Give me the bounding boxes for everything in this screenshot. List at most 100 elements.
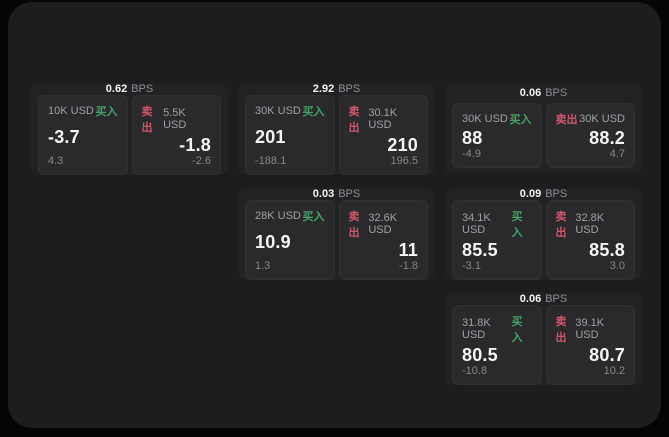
- sell-delta: -2.6: [192, 155, 211, 167]
- buy-amount: 28K USD: [255, 210, 301, 222]
- bps-suffix-label: BPS: [545, 87, 568, 99]
- buy-tile[interactable]: 31.8K USD 买入 80.5 -10.8: [452, 305, 542, 385]
- sell-tile-top: 卖出 39.1K USD: [556, 313, 626, 345]
- sell-amount: 32.8K USD: [575, 212, 605, 236]
- bps-suffix-label: BPS: [545, 293, 568, 305]
- buy-tile-top: 10K USD 买入: [48, 103, 118, 119]
- quote-tiles: 30K USD 买入 201 -188.1 卖出 30.1K USD 210 1…: [245, 95, 428, 175]
- quote-card: 0.09 BPS 34.1K USD 买入 85.5 -3.1 卖出 32.8K…: [445, 188, 642, 280]
- sell-amount: 30K USD: [579, 113, 625, 125]
- buy-price: 85.5: [462, 240, 498, 260]
- sell-delta: 196.5: [390, 155, 418, 167]
- buy-price: -3.7: [48, 127, 80, 147]
- quote-card: 0.06 BPS 30K USD 买入 88 -4.9 卖出 30K USD 8…: [445, 83, 642, 175]
- buy-side-label: 买入: [509, 114, 532, 126]
- sell-tile[interactable]: 卖出 32.8K USD 85.8 3.0: [545, 200, 635, 280]
- buy-delta: -188.1: [255, 155, 287, 167]
- sell-tile[interactable]: 卖出 5.5K USD -1.8 -2.6: [131, 95, 221, 175]
- card-header: 0.06 BPS: [452, 83, 635, 103]
- buy-tile[interactable]: 10K USD 买入 -3.7 4.3: [38, 95, 128, 175]
- buy-side-label: 买入: [511, 211, 523, 239]
- bps-value: 0.03: [312, 188, 335, 200]
- buy-tile-top: 30K USD 买入: [462, 111, 532, 127]
- buy-side-label: 买入: [302, 106, 325, 118]
- bps-value: 2.92: [312, 83, 335, 95]
- sell-side-label: 卖出: [555, 114, 578, 126]
- sell-delta: 4.7: [609, 148, 625, 160]
- sell-side-label: 卖出: [141, 106, 153, 134]
- sell-delta: 3.0: [609, 260, 625, 272]
- buy-tile[interactable]: 28K USD 买入 10.9 1.3: [245, 200, 335, 280]
- bps-value: 0.06: [519, 87, 542, 99]
- buy-delta: -3.1: [462, 260, 481, 272]
- buy-delta: -10.8: [462, 365, 488, 377]
- sell-amount: 5.5K USD: [163, 107, 187, 131]
- sell-tile-top: 卖出 32.8K USD: [556, 208, 626, 240]
- buy-amount: 30K USD: [462, 113, 508, 125]
- quote-tiles: 34.1K USD 买入 85.5 -3.1 卖出 32.8K USD 85.8…: [452, 200, 635, 280]
- sell-price: 85.8: [589, 240, 625, 260]
- bps-value: 0.06: [519, 293, 542, 305]
- buy-delta: 4.3: [48, 155, 64, 167]
- buy-tile-top: 34.1K USD 买入: [462, 208, 532, 240]
- buy-tile-top: 28K USD 买入: [255, 208, 325, 224]
- card-header: 0.62 BPS: [38, 83, 221, 95]
- quote-card: 0.03 BPS 28K USD 买入 10.9 1.3 卖出 32.6K US…: [238, 188, 435, 280]
- bps-suffix-label: BPS: [545, 188, 568, 200]
- bps-suffix-label: BPS: [131, 83, 154, 95]
- quote-tiles: 31.8K USD 买入 80.5 -10.8 卖出 39.1K USD 80.…: [452, 305, 635, 385]
- quote-tiles: 28K USD 买入 10.9 1.3 卖出 32.6K USD 11 -1.8: [245, 200, 428, 280]
- card-header: 0.09 BPS: [452, 188, 635, 200]
- sell-side-label: 卖出: [555, 211, 567, 239]
- sell-amount: 39.1K USD: [575, 317, 605, 341]
- buy-delta: 1.3: [255, 260, 271, 272]
- quote-card: 0.06 BPS 31.8K USD 买入 80.5 -10.8 卖出 39.1…: [445, 293, 642, 385]
- sell-price: 11: [398, 240, 418, 260]
- sell-tile[interactable]: 卖出 30K USD 88.2 4.7: [545, 103, 635, 168]
- buy-side-label: 买入: [302, 211, 325, 223]
- sell-price: -1.8: [179, 135, 211, 155]
- buy-tile[interactable]: 34.1K USD 买入 85.5 -3.1: [452, 200, 542, 280]
- sell-side-label: 卖出: [348, 211, 360, 239]
- sell-side-label: 卖出: [555, 316, 567, 344]
- sell-tile-top: 卖出 5.5K USD: [142, 103, 212, 135]
- quote-card: 0.62 BPS 10K USD 买入 -3.7 4.3 卖出 5.5K USD…: [31, 83, 228, 175]
- sell-amount: 32.6K USD: [368, 212, 398, 236]
- sell-tile[interactable]: 卖出 32.6K USD 11 -1.8: [338, 200, 428, 280]
- sell-tile-top: 卖出 30K USD: [556, 111, 626, 127]
- quote-board-panel: 0.62 BPS 10K USD 买入 -3.7 4.3 卖出 5.5K USD…: [8, 2, 661, 428]
- buy-side-label: 买入: [95, 106, 118, 118]
- quote-tiles: 30K USD 买入 88 -4.9 卖出 30K USD 88.2 4.7: [452, 103, 635, 168]
- bps-value: 0.62: [105, 83, 128, 95]
- sell-tile-top: 卖出 30.1K USD: [349, 103, 419, 135]
- sell-tile[interactable]: 卖出 30.1K USD 210 196.5: [338, 95, 428, 175]
- buy-price: 201: [255, 127, 286, 147]
- buy-price: 80.5: [462, 345, 498, 365]
- bps-suffix-label: BPS: [338, 188, 361, 200]
- sell-delta: -1.8: [399, 260, 418, 272]
- sell-price: 88.2: [589, 127, 625, 148]
- buy-tile-top: 30K USD 买入: [255, 103, 325, 119]
- buy-side-label: 买入: [511, 316, 523, 344]
- sell-delta: 10.2: [603, 365, 625, 377]
- buy-amount: 10K USD: [48, 105, 94, 117]
- card-header: 0.06 BPS: [452, 293, 635, 305]
- sell-price: 80.7: [589, 345, 625, 365]
- quote-tiles: 10K USD 买入 -3.7 4.3 卖出 5.5K USD -1.8 -2.…: [38, 95, 221, 175]
- buy-amount: 31.8K USD: [462, 317, 491, 341]
- sell-price: 210: [387, 135, 418, 155]
- buy-price: 88: [462, 127, 483, 148]
- quote-card: 2.92 BPS 30K USD 买入 201 -188.1 卖出 30.1K …: [238, 83, 435, 175]
- quote-grid: 0.62 BPS 10K USD 买入 -3.7 4.3 卖出 5.5K USD…: [31, 83, 642, 385]
- card-header: 0.03 BPS: [245, 188, 428, 200]
- buy-tile[interactable]: 30K USD 买入 88 -4.9: [452, 103, 542, 168]
- bps-value: 0.09: [519, 188, 542, 200]
- buy-delta: -4.9: [462, 148, 481, 160]
- card-header: 2.92 BPS: [245, 83, 428, 95]
- buy-price: 10.9: [255, 232, 291, 252]
- buy-tile[interactable]: 30K USD 买入 201 -188.1: [245, 95, 335, 175]
- sell-tile-top: 卖出 32.6K USD: [349, 208, 419, 240]
- buy-amount: 34.1K USD: [462, 212, 491, 236]
- sell-tile[interactable]: 卖出 39.1K USD 80.7 10.2: [545, 305, 635, 385]
- sell-amount: 30.1K USD: [368, 107, 398, 131]
